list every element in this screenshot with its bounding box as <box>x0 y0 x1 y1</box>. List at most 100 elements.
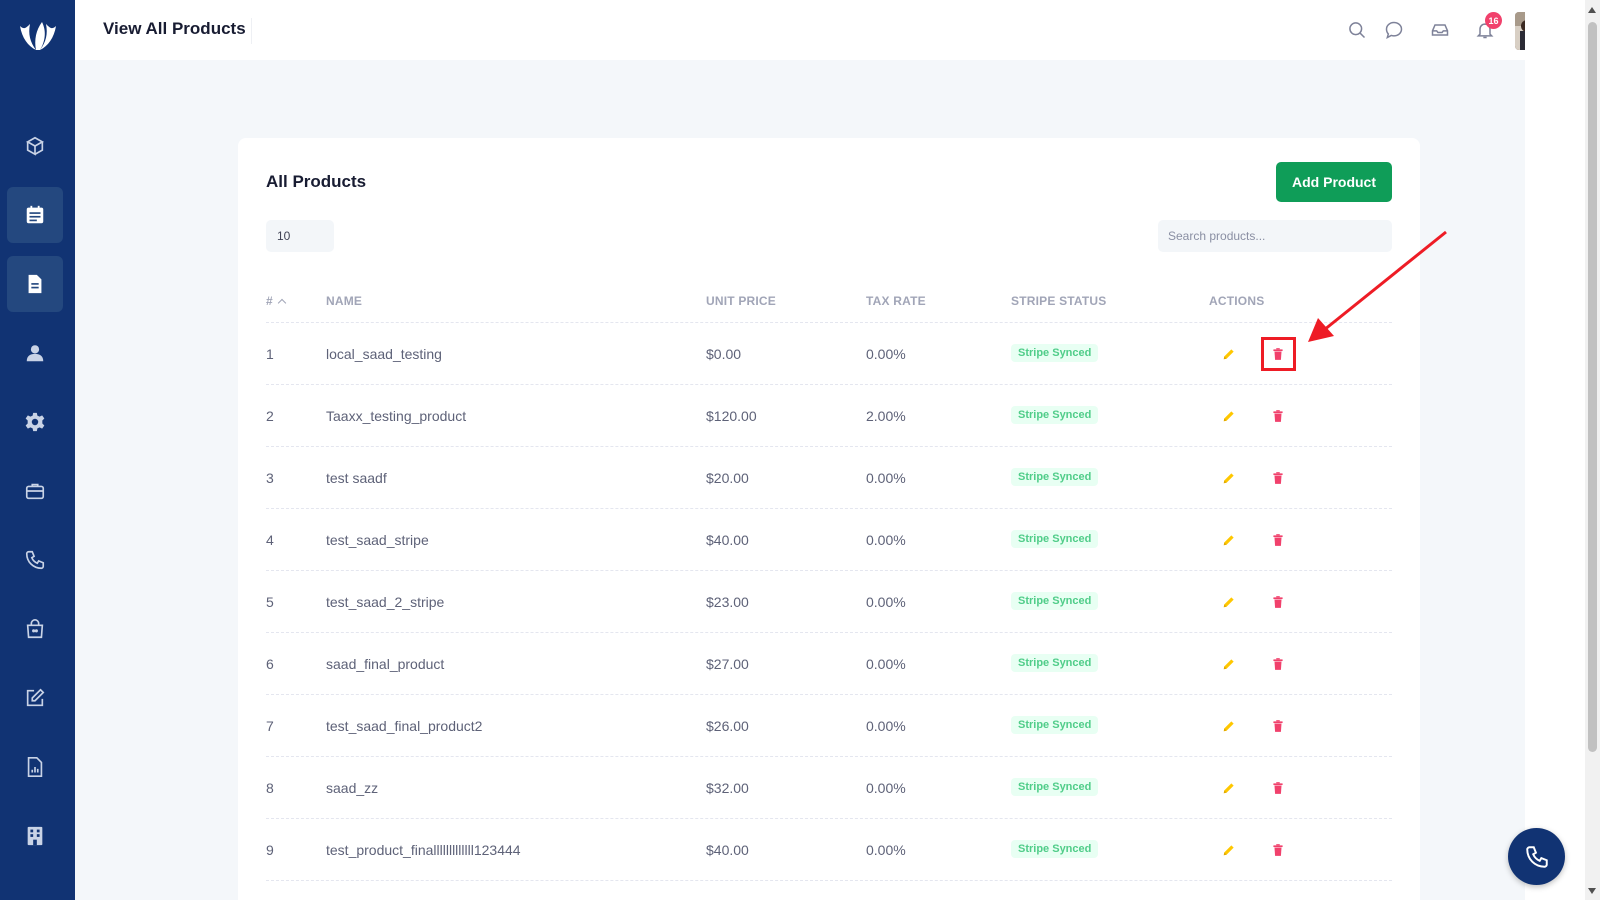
delete-button[interactable] <box>1267 715 1289 737</box>
edit-button[interactable] <box>1218 715 1240 737</box>
chat-icon <box>1385 21 1403 39</box>
trash-icon <box>1273 534 1283 546</box>
delete-button[interactable] <box>1267 343 1289 365</box>
brand-logo[interactable] <box>14 16 62 56</box>
product-name: saad_final_product <box>326 656 445 672</box>
briefcase-icon <box>25 483 45 500</box>
delete-button[interactable] <box>1267 777 1289 799</box>
trash-icon <box>1273 410 1283 422</box>
sidebar <box>0 0 75 900</box>
pencil-icon <box>1223 597 1234 608</box>
trash-icon <box>1273 782 1283 794</box>
scroll-down-arrow[interactable] <box>1588 888 1596 894</box>
product-name: local_saad_testing <box>326 346 442 362</box>
edit-button[interactable] <box>1218 653 1240 675</box>
phone-icon <box>25 550 45 570</box>
sidebar-item-reports[interactable] <box>7 739 63 795</box>
col-header-stripe-status[interactable]: STRIPE STATUS <box>1011 294 1107 308</box>
edit-button[interactable] <box>1218 467 1240 489</box>
sidebar-item-building[interactable] <box>7 808 63 864</box>
page-title: View All Products <box>103 19 246 38</box>
delete-button[interactable] <box>1267 405 1289 427</box>
notification-count-badge: 16 <box>1485 12 1502 29</box>
delete-button[interactable] <box>1267 529 1289 551</box>
edit-button[interactable] <box>1218 405 1240 427</box>
edit-button[interactable] <box>1218 591 1240 613</box>
table-row: 2 Taaxx_testing_product $120.00 2.00% Stripe… <box>266 385 1392 447</box>
building-icon <box>27 826 43 846</box>
sidebar-item-documents[interactable] <box>7 256 63 312</box>
sidebar-item-calls[interactable] <box>7 532 63 588</box>
edit-button[interactable] <box>1218 529 1240 551</box>
sidebar-item-settings[interactable] <box>7 394 63 450</box>
unit-price: $23.00 <box>706 594 749 610</box>
top-header: View All Products 16 <box>75 0 1553 60</box>
edit-button[interactable] <box>1218 839 1240 861</box>
edit-icon <box>26 688 45 707</box>
stripe-status-badge: Stripe Synced <box>1011 840 1099 858</box>
tax-rate: 0.00% <box>866 656 906 672</box>
row-number: 8 <box>266 780 274 796</box>
sidebar-item-cube[interactable] <box>7 118 63 174</box>
delete-button[interactable] <box>1267 591 1289 613</box>
page-length-select[interactable]: 10 <box>266 220 334 252</box>
product-name: test_saad_2_stripe <box>326 594 445 610</box>
col-header-actions: ACTIONS <box>1209 294 1265 308</box>
row-number: 1 <box>266 346 274 362</box>
edit-button[interactable] <box>1218 343 1240 365</box>
unit-price: $20.00 <box>706 470 749 486</box>
trash-icon <box>1273 472 1283 484</box>
table-row: 6 saad_final_product $27.00 0.00% Stripe Syn… <box>266 633 1392 695</box>
phone-icon <box>1525 845 1548 868</box>
tax-rate: 0.00% <box>866 718 906 734</box>
delete-button[interactable] <box>1267 467 1289 489</box>
sidebar-item-edit[interactable] <box>7 670 63 726</box>
add-product-button[interactable]: Add Product <box>1276 162 1392 202</box>
sidebar-item-users[interactable] <box>7 325 63 381</box>
pencil-icon <box>1223 845 1234 856</box>
trash-icon <box>1273 348 1283 360</box>
table-row: 4 test_saad_stripe $40.00 0.00% Stripe Synce… <box>266 509 1392 571</box>
row-number: 3 <box>266 470 274 486</box>
right-margin <box>1525 0 1585 900</box>
pencil-icon <box>1223 659 1234 670</box>
edit-button[interactable] <box>1218 777 1240 799</box>
delete-button[interactable] <box>1267 839 1289 861</box>
scroll-up-arrow[interactable] <box>1588 7 1596 13</box>
card-title: All Products <box>266 172 367 191</box>
table-row: 1 local_saad_testing $0.00 0.00% Stripe Sync… <box>266 323 1392 385</box>
row-number: 4 <box>266 532 274 548</box>
product-name: test_product_finalllllllllllll123444 <box>326 842 521 858</box>
unit-price: $0.00 <box>706 346 742 362</box>
stripe-status-badge: Stripe Synced <box>1011 530 1099 548</box>
chat-button[interactable] <box>1382 18 1406 42</box>
page-scrollbar[interactable] <box>1585 0 1600 900</box>
gear-icon <box>25 412 45 432</box>
scroll-thumb[interactable] <box>1588 22 1597 752</box>
unit-price: $40.00 <box>706 532 749 548</box>
inbox-button[interactable] <box>1428 18 1452 42</box>
unit-price: $32.00 <box>706 780 749 796</box>
bag-icon <box>26 619 44 639</box>
row-number: 2 <box>266 408 274 424</box>
col-header-unit-price[interactable]: UNIT PRICE <box>706 294 777 308</box>
table-header: # NAME UNIT PRICE TAX RATE STRIPE STATUS… <box>266 281 1392 323</box>
unit-price: $40.00 <box>706 842 749 858</box>
search-products-input[interactable] <box>1158 220 1392 252</box>
col-header-number[interactable]: # <box>266 294 287 308</box>
stripe-status-badge: Stripe Synced <box>1011 654 1099 672</box>
title-divider <box>251 18 252 44</box>
table-row: 3 test saadf $20.00 0.00% Stripe Synced <box>266 447 1392 509</box>
sidebar-item-briefcase[interactable] <box>7 463 63 519</box>
delete-button[interactable] <box>1267 653 1289 675</box>
call-fab-button[interactable] <box>1508 828 1565 885</box>
col-header-tax-rate[interactable]: TAX RATE <box>866 294 926 308</box>
stripe-status-badge: Stripe Synced <box>1011 344 1099 362</box>
sidebar-item-shop[interactable] <box>7 601 63 657</box>
col-header-name[interactable]: NAME <box>326 294 363 308</box>
table-body: 1 local_saad_testing $0.00 0.00% Stripe Sync… <box>266 323 1392 881</box>
sidebar-item-calendar[interactable] <box>7 187 63 243</box>
trash-icon <box>1273 844 1283 856</box>
stripe-status-badge: Stripe Synced <box>1011 716 1099 734</box>
search-button[interactable] <box>1345 18 1369 42</box>
